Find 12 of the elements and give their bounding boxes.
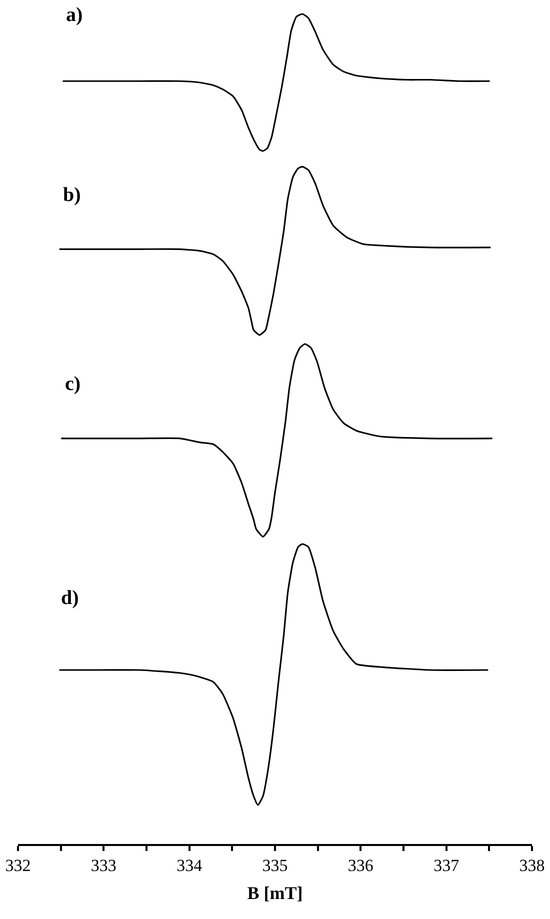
x-tick-label: 333 [90,856,116,876]
x-tick-label: 336 [348,856,374,876]
x-tick-label: 335 [262,856,288,876]
chart-title: a) [66,4,83,26]
text: c) [65,373,81,395]
x-tick-label: 337 [434,856,460,876]
x-tick-label: 334 [176,856,203,876]
text: d) [61,587,79,609]
x-tick-label: 332 [5,856,31,876]
x-tick-label: 338 [519,856,545,876]
text: b) [63,184,81,206]
x-axis-title: B [mT] [247,882,303,903]
